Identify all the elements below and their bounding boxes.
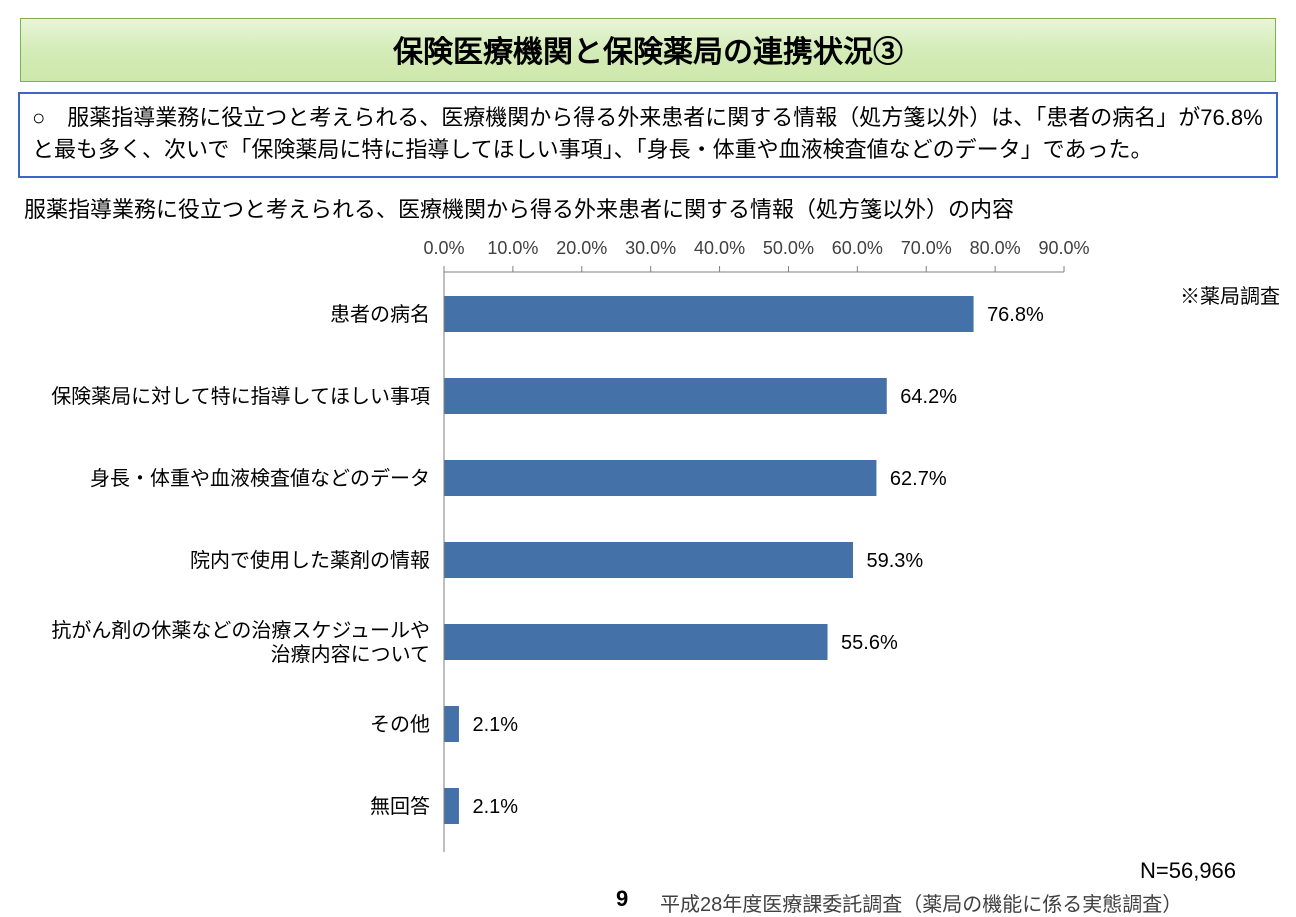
category-label: その他 [370, 713, 430, 736]
value-label: 2.1% [472, 796, 518, 818]
footer-source: 平成28年度医療課委託調査（薬局の機能に係る実態調査） [660, 888, 1182, 917]
chart-bar [445, 378, 887, 414]
page-title: 保険医療機関と保険薬局の連携状況③ [20, 18, 1276, 82]
x-tick-label: 90.0% [1038, 238, 1089, 258]
chart-bar [445, 460, 877, 496]
category-label: 保険薬局に対して特に指導してほしい事項 [51, 385, 430, 408]
x-tick-label: 40.0% [694, 238, 745, 258]
x-tick-label: 60.0% [832, 238, 883, 258]
value-label: 59.3% [867, 550, 924, 572]
category-label: 院内で使用した薬剤の情報 [190, 549, 430, 572]
category-label: 無回答 [370, 795, 430, 818]
value-label: 76.8% [987, 304, 1044, 326]
page-number: 9 [616, 886, 628, 912]
value-label: 62.7% [890, 468, 947, 490]
category-label: 患者の病名 [330, 303, 430, 326]
category-label: 抗がん剤の休薬などの治療スケジュールや [51, 619, 430, 642]
value-label: 2.1% [472, 714, 518, 736]
chart-bar [445, 624, 828, 660]
chart-bar [445, 296, 974, 332]
x-tick-label: 50.0% [763, 238, 814, 258]
category-label: 治療内容について [271, 643, 430, 666]
x-tick-label: 70.0% [901, 238, 952, 258]
chart-subtitle: 服薬指導業務に役立つと考えられる、医療機関から得る外来患者に関する情報（処方箋以… [24, 192, 1276, 224]
category-label: 身長・体重や血液検査値などのデータ [90, 467, 430, 490]
x-tick-label: 30.0% [625, 238, 676, 258]
x-tick-label: 0.0% [423, 238, 464, 258]
survey-note: ※薬局調査 [1180, 280, 1280, 309]
value-label: 55.6% [841, 632, 898, 654]
x-tick-label: 80.0% [970, 238, 1021, 258]
sample-size-label: N=56,966 [1140, 858, 1236, 884]
chart-bar [445, 706, 459, 742]
x-tick-label: 20.0% [556, 238, 607, 258]
chart-bar [445, 788, 459, 824]
value-label: 64.2% [900, 386, 957, 408]
bar-chart: 0.0% 10.0% 20.0% 30.0% 40.0% 50.0% 60.0% 70.0% 8… [24, 228, 1272, 868]
chart-container: 0.0% 10.0% 20.0% 30.0% 40.0% 50.0% 60.0% 70.0% 8… [24, 228, 1272, 868]
summary-box: ○ 服薬指導業務に役立つと考えられる、医療機関から得る外来患者に関する情報（処方… [18, 92, 1278, 178]
x-tick-label: 10.0% [487, 238, 538, 258]
chart-bar [445, 542, 854, 578]
